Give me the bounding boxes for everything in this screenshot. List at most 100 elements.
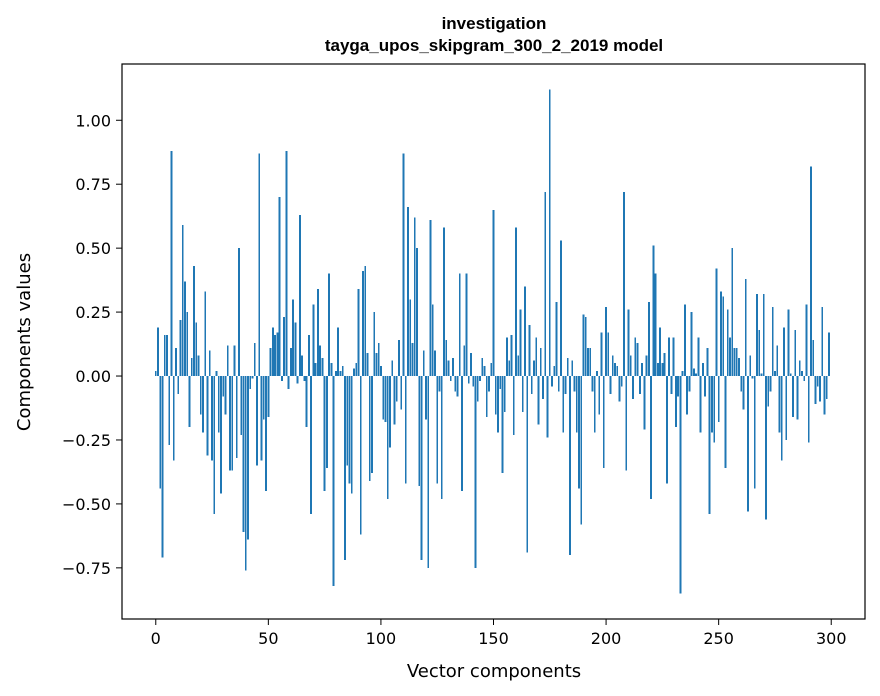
- bar-component-237: [688, 376, 691, 392]
- bar-component-177: [553, 365, 556, 377]
- bar-component-118: [420, 376, 423, 561]
- bar-component-58: [285, 150, 288, 377]
- bar-component-158: [510, 335, 513, 377]
- bar-component-120: [425, 376, 427, 420]
- y-tick-label: 0.00: [75, 367, 111, 386]
- bar-component-36: [235, 376, 238, 458]
- bar-component-35: [233, 345, 236, 377]
- bar-component-54: [276, 332, 279, 377]
- bar-component-251: [720, 291, 722, 377]
- bar-component-264: [749, 355, 752, 377]
- bar-component-226: [663, 353, 666, 377]
- bar-component-68: [307, 335, 310, 377]
- bar-component-115: [413, 217, 416, 377]
- bar-component-48: [262, 376, 265, 420]
- x-tick-label: 200: [591, 629, 622, 648]
- bar-component-290: [807, 376, 810, 443]
- bar-component-69: [310, 376, 313, 515]
- bar-component-253: [724, 376, 727, 469]
- bar-component-282: [789, 373, 792, 377]
- bar-component-137: [463, 345, 466, 377]
- bar-component-178: [555, 301, 558, 377]
- bar-component-216: [641, 363, 643, 377]
- bar-component-164: [524, 286, 526, 377]
- bar-component-235: [683, 304, 686, 377]
- bar-component-90: [357, 289, 360, 377]
- bar-component-171: [539, 347, 542, 377]
- bar-component-240: [695, 373, 698, 377]
- bar-component-147: [485, 376, 488, 417]
- bar-component-180: [560, 240, 562, 377]
- bar-component-299: [828, 332, 830, 377]
- bar-component-144: [479, 376, 481, 382]
- bar-component-207: [620, 376, 623, 387]
- bar-component-270: [762, 294, 765, 377]
- bar-component-93: [364, 266, 367, 377]
- bar-component-135: [458, 273, 461, 377]
- bar-component-261: [742, 376, 745, 410]
- bar-component-172: [542, 376, 544, 400]
- bar-component-294: [816, 376, 819, 387]
- bar-component-27: [215, 370, 218, 377]
- bar-component-157: [508, 360, 511, 377]
- bar-component-21: [202, 376, 204, 433]
- bar-component-16: [190, 358, 193, 377]
- bar-component-7: [170, 150, 173, 377]
- bars: [154, 89, 830, 594]
- bar-component-233: [679, 376, 682, 594]
- bar-component-47: [260, 376, 263, 461]
- bar-component-6: [168, 376, 171, 446]
- bar-component-231: [674, 376, 677, 428]
- bar-component-179: [557, 376, 560, 392]
- bar-component-211: [629, 355, 632, 377]
- bar-component-196: [596, 370, 598, 377]
- bar-component-239: [692, 368, 695, 377]
- bar-component-262: [744, 278, 747, 377]
- bar-component-100: [380, 365, 382, 377]
- bar-component-30: [222, 376, 225, 397]
- bar-component-79: [332, 376, 335, 586]
- bar-component-212: [632, 376, 634, 400]
- bar-component-15: [188, 376, 191, 428]
- bar-component-64: [298, 214, 301, 377]
- bar-component-244: [704, 376, 707, 397]
- bar-component-298: [825, 376, 828, 400]
- bar-component-84: [344, 376, 346, 561]
- bar-component-205: [616, 365, 619, 377]
- bar-component-131: [449, 376, 452, 382]
- x-tick-label: 150: [478, 629, 509, 648]
- bar-component-285: [796, 376, 799, 420]
- bar-component-96: [371, 376, 373, 474]
- bar-component-170: [537, 376, 540, 425]
- bar-component-136: [461, 376, 463, 492]
- bar-component-44: [253, 342, 256, 377]
- bar-component-255: [729, 337, 731, 377]
- bar-component-88: [353, 368, 355, 377]
- bar-component-248: [713, 376, 716, 443]
- bar-component-37: [238, 248, 240, 377]
- bar-component-107: [395, 376, 398, 402]
- bar-component-182: [564, 376, 567, 394]
- bar-component-101: [382, 376, 385, 420]
- bar-component-13: [184, 281, 186, 377]
- bar-component-23: [206, 376, 209, 456]
- bar-component-169: [535, 337, 538, 377]
- bar-component-78: [330, 363, 333, 377]
- bar-component-116: [416, 248, 418, 377]
- chart-title-line-2: tayga_upos_skipgram_300_2_2019 model: [325, 36, 663, 55]
- bar-component-234: [681, 370, 684, 377]
- bar-component-95: [368, 376, 371, 481]
- bar-component-12: [181, 225, 184, 377]
- bar-component-291: [810, 166, 812, 377]
- bar-component-129: [445, 340, 448, 377]
- bar-component-5: [166, 335, 168, 377]
- bar-component-232: [677, 376, 680, 397]
- bar-component-34: [231, 376, 234, 471]
- bar-component-230: [672, 337, 675, 377]
- bar-component-200: [605, 306, 607, 377]
- bar-component-276: [776, 345, 779, 377]
- bar-component-46: [258, 153, 261, 377]
- bar-component-267: [756, 294, 758, 377]
- bar-component-87: [350, 376, 353, 494]
